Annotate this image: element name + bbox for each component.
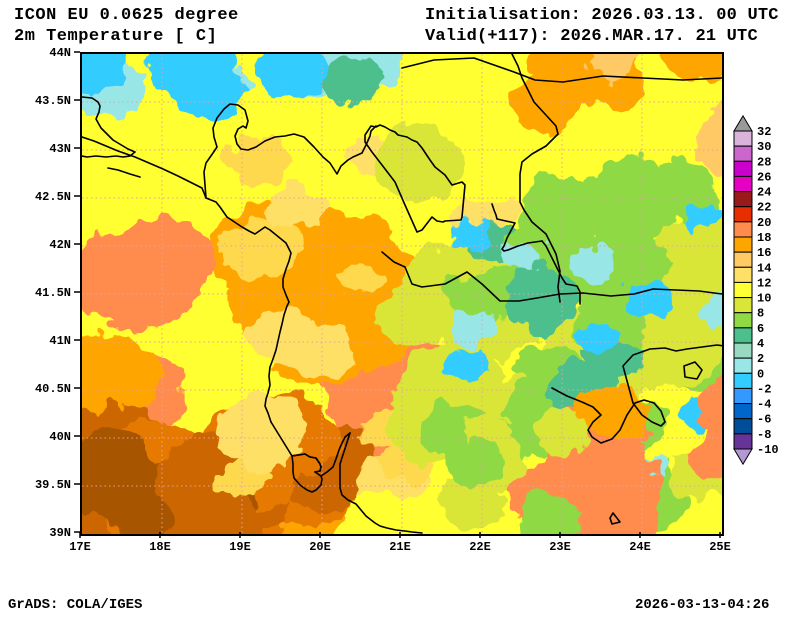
svg-text:-6: -6 — [757, 413, 771, 427]
svg-text:-10: -10 — [757, 443, 779, 457]
svg-text:28: 28 — [757, 155, 771, 169]
svg-text:24: 24 — [757, 186, 771, 200]
svg-text:8: 8 — [757, 307, 764, 321]
svg-text:40.5N: 40.5N — [35, 382, 71, 396]
svg-text:21E: 21E — [389, 540, 411, 554]
svg-text:30: 30 — [757, 140, 771, 154]
svg-text:25E: 25E — [709, 540, 731, 554]
svg-text:41.5N: 41.5N — [35, 286, 71, 300]
svg-text:43N: 43N — [49, 142, 71, 156]
svg-text:14: 14 — [757, 261, 771, 275]
svg-text:42N: 42N — [49, 238, 71, 252]
svg-text:44N: 44N — [49, 46, 71, 60]
svg-text:20: 20 — [757, 216, 771, 230]
svg-text:2: 2 — [757, 352, 764, 366]
svg-text:10: 10 — [757, 292, 771, 306]
svg-text:-2: -2 — [757, 382, 771, 396]
svg-text:40N: 40N — [49, 430, 71, 444]
svg-text:16: 16 — [757, 246, 771, 260]
svg-text:26: 26 — [757, 170, 771, 184]
svg-text:12: 12 — [757, 276, 771, 290]
svg-text:22: 22 — [757, 201, 771, 215]
svg-text:18E: 18E — [149, 540, 171, 554]
svg-text:23E: 23E — [549, 540, 571, 554]
svg-text:22E: 22E — [469, 540, 491, 554]
svg-text:19E: 19E — [229, 540, 251, 554]
svg-text:24E: 24E — [629, 540, 651, 554]
svg-text:43.5N: 43.5N — [35, 94, 71, 108]
svg-text:41N: 41N — [49, 334, 71, 348]
svg-text:39N: 39N — [49, 526, 71, 540]
svg-text:-8: -8 — [757, 428, 771, 442]
svg-text:20E: 20E — [309, 540, 331, 554]
svg-text:32: 32 — [757, 125, 771, 139]
svg-text:0: 0 — [757, 367, 764, 381]
svg-text:17E: 17E — [69, 540, 91, 554]
svg-text:42.5N: 42.5N — [35, 190, 71, 204]
svg-text:18: 18 — [757, 231, 771, 245]
svg-text:-4: -4 — [757, 398, 771, 412]
svg-text:4: 4 — [757, 337, 764, 351]
svg-text:39.5N: 39.5N — [35, 478, 71, 492]
svg-text:6: 6 — [757, 322, 764, 336]
